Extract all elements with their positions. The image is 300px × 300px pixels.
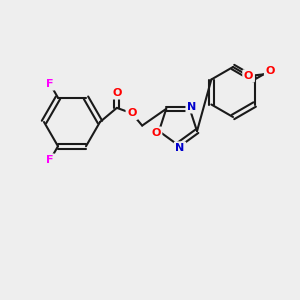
Text: F: F (46, 155, 54, 165)
Text: O: O (244, 71, 253, 81)
Text: O: O (151, 128, 161, 138)
Text: F: F (46, 79, 54, 89)
Text: O: O (266, 65, 275, 76)
Text: O: O (127, 108, 136, 118)
Text: O: O (112, 88, 122, 98)
Text: N: N (187, 102, 196, 112)
Text: N: N (176, 143, 184, 153)
